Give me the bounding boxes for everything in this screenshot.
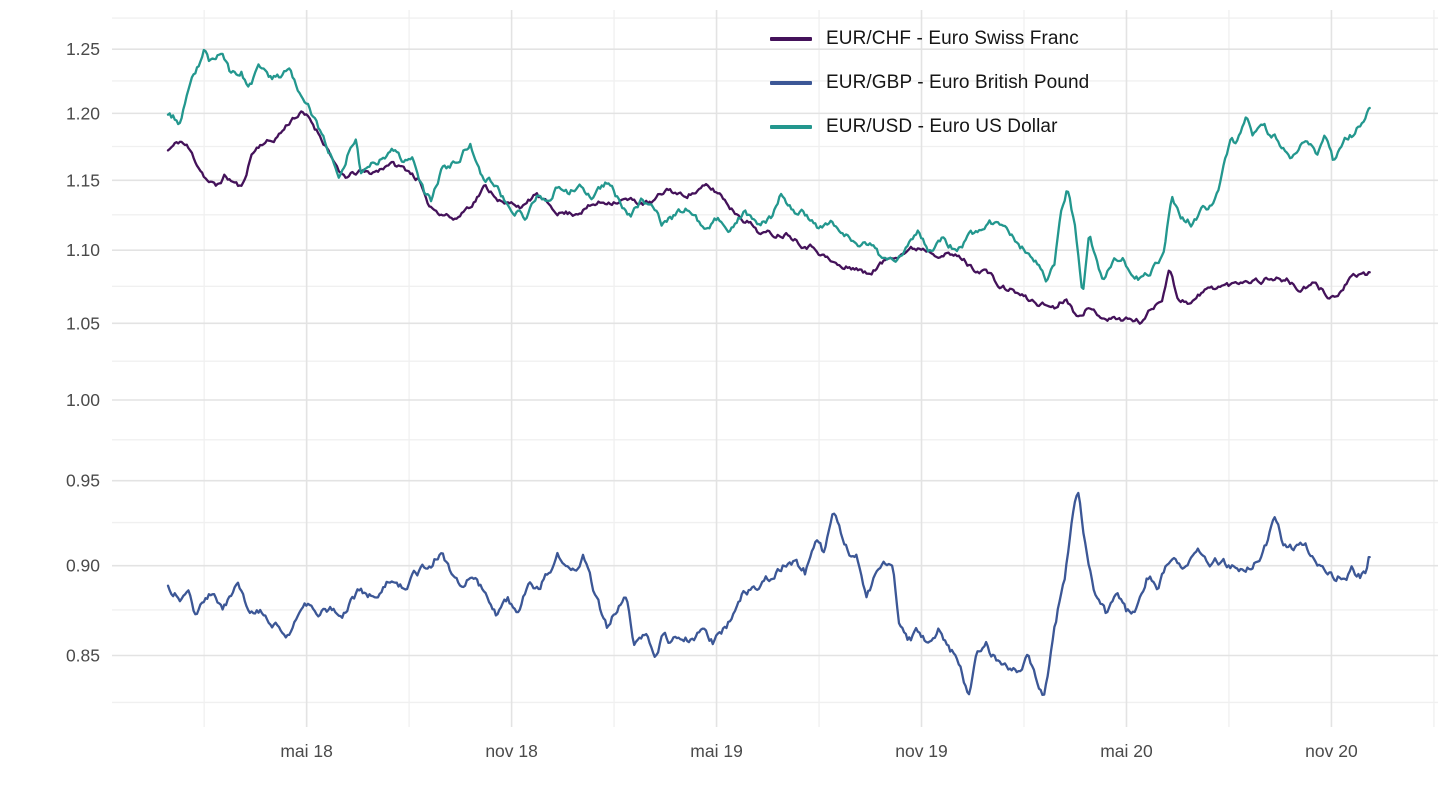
legend-key-line-icon (770, 125, 812, 129)
legend-item-eurgbp: EUR/GBP - Euro British Pound (770, 61, 1089, 105)
y-tick-label: 0.85 (66, 646, 100, 666)
x-tick-label: mai 20 (1100, 741, 1153, 761)
y-tick-label: 0.95 (66, 471, 100, 491)
grid-major (112, 10, 1438, 727)
legend-key-line-icon (770, 37, 812, 41)
x-tick-label: nov 20 (1305, 741, 1358, 761)
legend-label-eurusd: EUR/USD - Euro US Dollar (826, 116, 1058, 137)
y-tick-label: 1.15 (66, 170, 100, 190)
y-tick-label: 0.90 (66, 556, 100, 576)
y-tick-label: 1.05 (66, 313, 100, 333)
grid-minor (112, 10, 1438, 727)
legend-key-line-icon (770, 81, 812, 85)
y-tick-label: 1.20 (66, 103, 100, 123)
legend-label-eurchf: EUR/CHF - Euro Swiss Franc (826, 28, 1079, 49)
series-line-eurgbp (166, 491, 1371, 697)
y-tick-label: 1.10 (66, 240, 100, 260)
legend-item-eurchf: EUR/CHF - Euro Swiss Franc (770, 17, 1089, 61)
series-line-eurusd (166, 48, 1371, 290)
x-tick-label: nov 19 (895, 741, 948, 761)
legend: EUR/CHF - Euro Swiss Franc EUR/GBP - Eur… (770, 17, 1089, 149)
x-tick-label: mai 18 (280, 741, 333, 761)
series-line-eurchf (166, 110, 1371, 325)
x-tick-label: mai 19 (690, 741, 743, 761)
y-tick-label: 1.25 (66, 39, 100, 59)
axis-tick-labels: 1.25 1.20 1.15 1.10 1.05 1.00 0.95 0.90 0.85 mai … (66, 39, 1358, 761)
x-tick-label: nov 18 (485, 741, 538, 761)
y-tick-label: 1.00 (66, 390, 100, 410)
legend-item-eurusd: EUR/USD - Euro US Dollar (770, 105, 1089, 149)
legend-label-eurgbp: EUR/GBP - Euro British Pound (826, 72, 1090, 93)
series-lines (166, 48, 1371, 697)
